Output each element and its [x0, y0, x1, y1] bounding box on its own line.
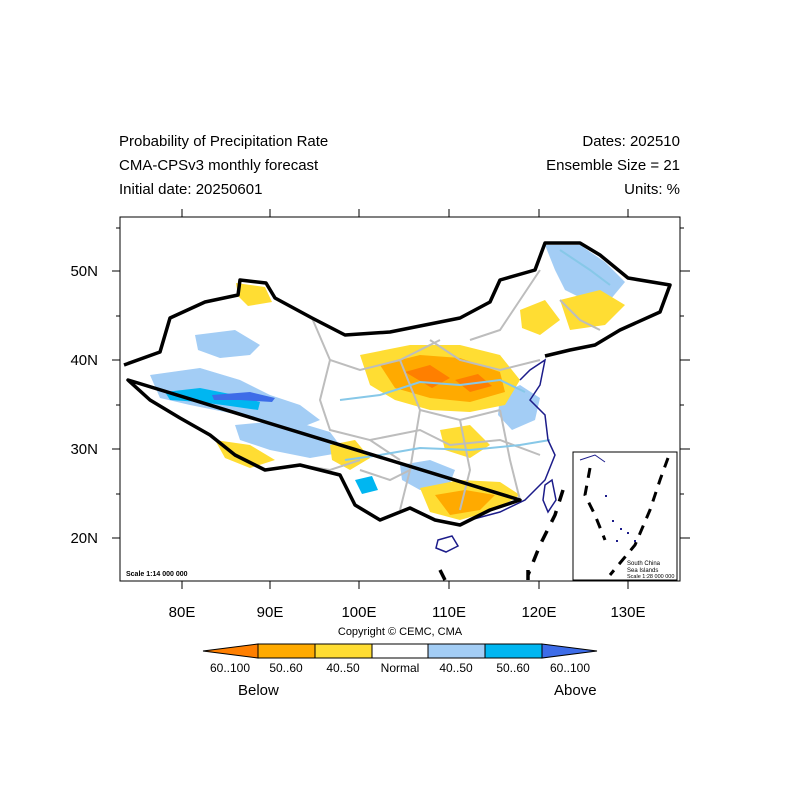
lon-tick-label: 90E: [257, 604, 284, 621]
scale-label: Scale 1:14 000 000: [126, 571, 188, 578]
yellow-area-innermongolia: [520, 300, 560, 335]
blue-area-tibet: [235, 420, 345, 458]
darkorange-area-north: [405, 365, 492, 392]
cyan-area-tarim: [165, 388, 260, 410]
lon-tick-label: 80E: [169, 604, 196, 621]
inset-label-1: South China: [627, 561, 661, 567]
darkblue-streak: [212, 392, 275, 402]
yellow-area-sw: [330, 440, 370, 470]
colorbar-label: Normal: [381, 661, 420, 675]
lat-tick-label: 40N: [70, 352, 98, 369]
latitude-labels: 50N 40N 30N 20N: [70, 263, 98, 547]
cyan-area-southwest: [355, 476, 378, 494]
lat-tick-label: 50N: [70, 263, 98, 280]
inset-scale: Scale 1:28 000 000: [627, 574, 674, 580]
colorbar-bin-2: [314, 643, 373, 659]
taiwan-island: [542, 478, 557, 514]
above-label: Above: [554, 682, 597, 699]
inset-islands: [605, 495, 636, 542]
colorbar-label: 40..50: [439, 661, 473, 675]
colorbar-label: 50..60: [496, 661, 530, 675]
coastline: [469, 358, 556, 521]
inset-label-2: Sea Islands: [627, 568, 658, 574]
colorbar-label: 60..100: [550, 661, 590, 675]
colorbar-label: 60..100: [210, 661, 250, 675]
colorbar-bin-6: [541, 643, 598, 659]
colorbar-bin-0: [202, 643, 259, 659]
lon-tick-label: 100E: [341, 604, 376, 621]
colorbar: [202, 643, 598, 659]
orange-area-south: [435, 490, 495, 515]
colorbar-bin-1: [257, 643, 316, 659]
dashed-maritime-line: [438, 489, 565, 581]
colorbar-bin-5: [484, 643, 543, 659]
initial-date: Initial date: 20250601: [119, 181, 263, 198]
lat-tick-label: 20N: [70, 530, 98, 547]
lon-tick-label: 120E: [521, 604, 556, 621]
units-label: Units: %: [624, 181, 680, 198]
blue-area-dzungaria: [195, 330, 260, 358]
hainan-island: [435, 535, 460, 553]
colorbar-label: 50..60: [269, 661, 303, 675]
colorbar-labels: 60..100 50..60 40..50 Normal 40..50 50..…: [210, 661, 590, 675]
yellow-area-northeast: [560, 290, 625, 330]
yellow-area-altai: [236, 283, 272, 306]
blue-area-northeast: [545, 245, 625, 300]
colorbar-label: 40..50: [326, 661, 360, 675]
lat-tick-label: 30N: [70, 441, 98, 458]
lon-tick-label: 130E: [610, 604, 645, 621]
yellow-area-tibet: [215, 440, 275, 468]
chart-title: Probability of Precipitation Rate: [119, 133, 329, 150]
china-map: [123, 241, 672, 581]
inset-dashed-line: [583, 457, 670, 576]
model-subtitle: CMA-CPSv3 monthly forecast: [119, 157, 319, 174]
axis-ticks: [112, 209, 690, 589]
colorbar-bin-4: [427, 643, 486, 659]
copyright-notice: Copyright © CEMC, CMA: [337, 626, 463, 638]
below-label: Below: [238, 682, 279, 699]
inset-coast: [579, 454, 606, 463]
colorbar-bin-3: [371, 643, 429, 659]
forecast-dates: Dates: 202510: [582, 133, 680, 150]
national-border: [123, 241, 672, 527]
inset-map: South China Sea Islands Scale 1:28 000 0…: [572, 451, 678, 581]
lon-tick-label: 110E: [432, 604, 466, 621]
longitude-labels: 80E 90E 100E 110E 120E 130E: [169, 604, 646, 621]
ensemble-size: Ensemble Size = 21: [546, 157, 680, 174]
